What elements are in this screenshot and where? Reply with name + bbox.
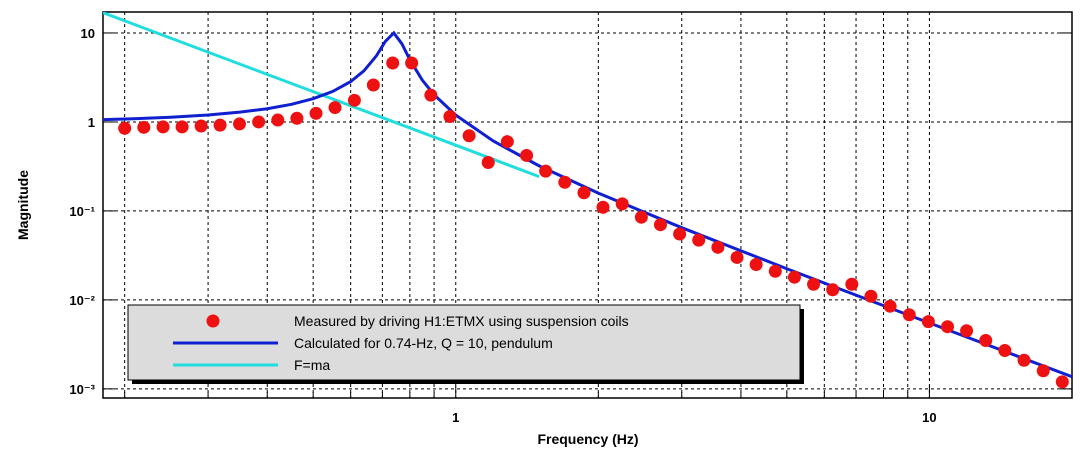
series [118,56,1069,389]
data-point [500,135,514,149]
x-tick-label: 1 [452,410,459,425]
data-point [443,110,457,124]
data-point [405,56,419,70]
data-point [118,121,132,135]
data-point [290,111,304,125]
data-point [653,218,667,232]
series-line [103,12,540,179]
data-point [864,289,878,303]
grid [103,12,1073,398]
data-point [787,270,801,284]
x-axis-label: Frequency (Hz) [537,431,638,447]
data-point [328,101,342,115]
data-point [309,106,323,120]
legend-marker [206,314,220,328]
data-point [883,299,897,313]
data-point [1055,375,1069,389]
legend-text: Measured by driving H1:ETMX using suspen… [294,313,629,329]
series-line [103,30,1072,379]
data-point [845,277,859,291]
data-point [673,227,687,241]
data-point [481,156,495,170]
data-point [520,148,534,162]
y-tick-label: 10⁻¹ [69,204,95,219]
data-point [194,119,208,133]
data-point [921,315,935,329]
data-point [941,320,955,334]
data-point [1036,364,1050,378]
data-point [768,264,782,278]
data-point [175,120,189,134]
legend-text: F=ma [294,357,330,373]
data-point [960,324,974,338]
series [103,12,540,179]
data-point [424,88,438,102]
data-point [137,120,151,134]
data-point [692,233,706,247]
data-point [596,200,610,214]
y-tick-label: 10⁻² [69,293,95,308]
data-point [539,164,553,178]
data-point [232,117,246,131]
data-point [386,56,400,70]
data-point [634,210,648,224]
series [103,30,1072,379]
data-point [730,250,744,264]
data-point [271,113,285,127]
y-tick-label: 10⁻³ [69,382,95,397]
data-point [252,115,266,129]
data-point [366,78,380,92]
data-point [558,175,572,189]
data-point [902,308,916,322]
data-point [213,118,227,132]
data-point [156,120,170,134]
data-point [998,344,1012,358]
data-point [979,333,993,347]
y-axis-label: Magnitude [15,170,31,240]
data-point [826,283,840,297]
y-tick-label: 1 [88,115,95,130]
data-point [347,93,361,107]
y-tick-label: 10 [81,26,95,41]
series-group [103,12,1072,389]
legend-text: Calculated for 0.74-Hz, Q = 10, pendulum [294,335,553,351]
data-point [462,129,476,143]
x-tick-label: 10 [922,410,936,425]
data-point [749,257,763,271]
data-point [807,277,821,291]
data-point [711,240,725,254]
data-point [577,186,591,200]
data-point [615,197,629,211]
data-point [1017,353,1031,367]
